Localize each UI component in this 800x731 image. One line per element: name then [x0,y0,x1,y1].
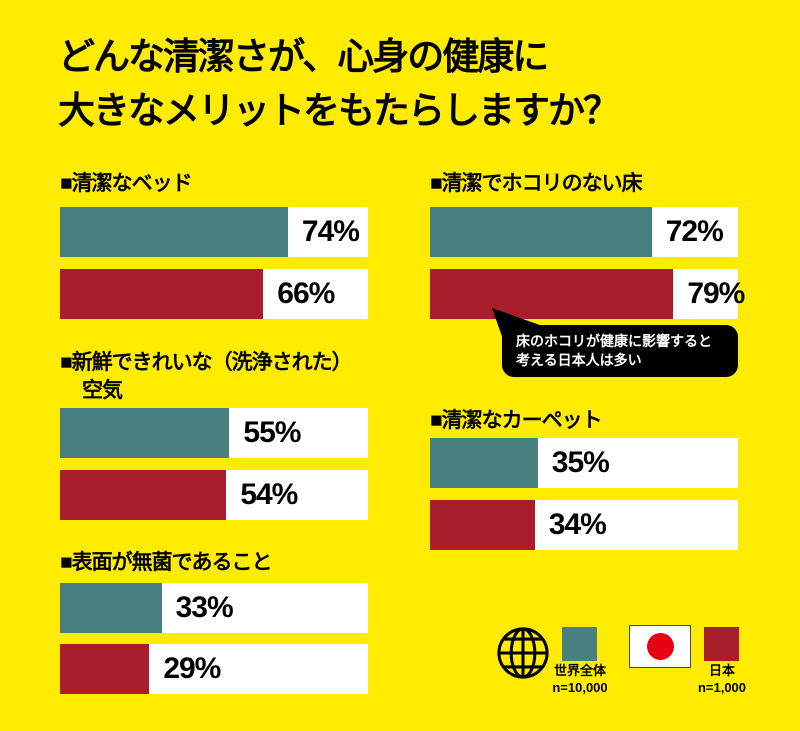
bar-japan-clean-air: 54% [60,470,368,520]
page-title-line1: どんな清潔さが、心身の健康に [58,36,549,77]
bar-japan-sterile-surface: 29% [60,644,368,694]
bar-world-sterile-surface: 33% [60,583,368,633]
bar-world-clean-carpet: 35% [430,438,738,488]
bar-value-japan: 54% [240,478,298,511]
bar-value-world: 72% [665,215,724,248]
bar-japan-dust-free-floor: 79% [430,269,745,319]
callout-text-line2: 考える日本人は多い [516,352,642,368]
japan-flag-icon [629,625,691,668]
bar-world-clean-air: 55% [60,408,368,458]
bar-value-world: 35% [551,446,610,479]
bar-value-japan: 66% [277,277,335,310]
bar-value-japan: 29% [163,652,221,685]
section-label-clean-air-line2: 空気 [82,379,123,402]
section-label-dust-free-floor: ■清潔でホコリのない床 [430,172,643,195]
bar-japan-clean-carpet: 34% [430,500,738,550]
legend-swatch-world [562,627,597,661]
bar-fill-world [60,583,162,633]
bar-fill-japan [60,269,264,319]
globe-icon [497,627,549,679]
bar-value-world: 74% [301,215,360,248]
bar-fill-japan [430,269,674,319]
page-title-line2: 大きなメリットをもたらしますか？ [58,90,620,131]
bar-fill-world [60,408,230,458]
legend-swatch-japan [704,627,739,661]
bar-fill-world [430,207,652,257]
japan-flag-sun [646,633,674,660]
callout-text: 床のホコリが健康に影響すると 考える日本人は多い [516,332,712,370]
section-label-clean-air-line1: ■新鮮できれいな（洗浄された） [60,351,353,374]
bar-fill-japan [60,470,227,520]
bar-fill-japan [430,500,535,550]
bar-fill-world [60,207,288,257]
legend-japan-sample: n=1,000 [697,680,747,695]
bar-value-world: 33% [175,591,234,624]
bar-world-dust-free-floor: 72% [430,207,738,257]
section-label-clean-carpet: ■清潔なカーペット [430,409,603,432]
section-label-clean-air: ■新鮮できれいな（洗浄された） 空気 [60,349,353,405]
legend-world-sample: n=10,000 [552,680,608,695]
bar-value-japan: 79% [687,277,745,310]
legend-label-world: 世界全体 n=10,000 [535,662,625,696]
callout-bubble: 床のホコリが健康に影響すると 考える日本人は多い [492,308,738,377]
bar-value-world: 55% [243,416,301,449]
page-title: どんな清潔さが、心身の健康に 大きなメリットをもたらしますか？ [58,30,758,138]
bar-fill-japan [60,644,150,694]
legend-japan-name: 日本 [708,663,735,678]
section-label-clean-bed: ■清潔なベッド [60,172,193,195]
bar-value-japan: 34% [548,508,607,541]
bar-world-clean-bed: 74% [60,207,368,257]
section-label-sterile-surface: ■表面が無菌であること [60,551,272,574]
legend-world-name: 世界全体 [553,663,606,678]
bar-fill-world [430,438,538,488]
callout-text-line1: 床のホコリが健康に影響すると [516,333,712,349]
legend-label-japan: 日本 n=1,000 [677,662,767,696]
bar-japan-clean-bed: 66% [60,269,368,319]
